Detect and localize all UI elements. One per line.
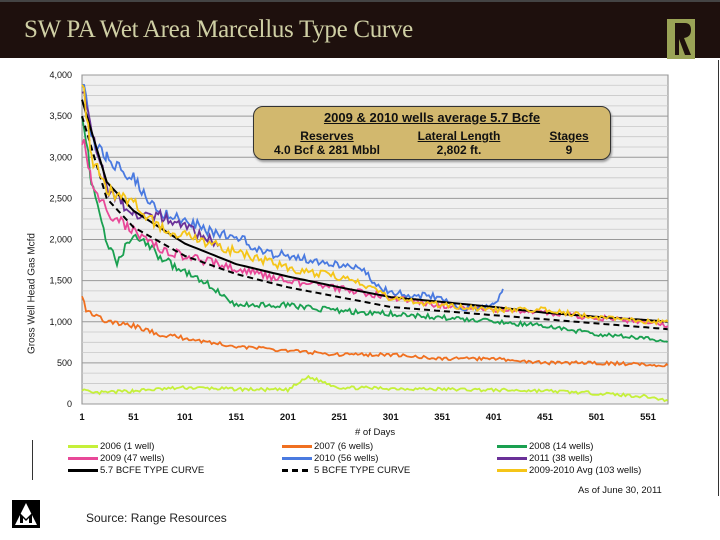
legend-item: 2010 (56 wells) [282,453,378,464]
y-tick-label: 3,500 [49,111,72,121]
legend-item: 2009-2010 Avg (103 wells) [497,465,641,476]
slide-header: SW PA Wet Area Marcellus Type Curve [0,0,720,59]
legend-label: 2007 (6 wells) [314,441,374,452]
callout-value: 9 [565,143,573,157]
x-tick-label: 401 [486,412,503,423]
legend-swatch [497,445,527,448]
legend-label: 2011 (38 wells) [529,453,593,464]
divider [718,60,719,496]
x-tick-label: 101 [177,412,194,423]
as-of-date: As of June 30, 2011 [578,485,662,496]
legend-item: 5 BCFE TYPE CURVE [282,465,410,476]
callout-stages: Stages 9 [539,129,599,157]
legend-label: 2009-2010 Avg (103 wells) [529,465,642,476]
legend-label: 2010 (56 wells) [314,453,379,464]
callout-reserves: Reserves 4.0 Bcf & 281 Mbbl [262,129,392,157]
series-line-5-7-bcfe-type-curve [81,99,668,323]
x-tick-label: 1 [79,412,85,423]
summary-callout: 2009 & 2010 wells average 5.7 Bcfe Reser… [253,106,611,160]
callout-value: 2,802 ft. [436,143,482,157]
legend-item: 2007 (6 wells) [282,441,373,452]
legend-item: 2006 (1 well) [68,441,154,452]
y-tick-label: 2,000 [49,235,72,245]
x-axis-label: # of Days [355,427,396,438]
legend-label: 2009 (47 wells) [100,453,165,464]
series-line-5-bcfe-type-curve [81,115,668,331]
callout-label: Stages [549,129,589,143]
x-tick-label: 151 [228,412,245,423]
series-line-2006-1-well- [81,374,669,403]
y-tick-label: 2,500 [49,193,72,203]
y-tick-label: 3,000 [49,152,72,162]
callout-label: Reserves [300,129,354,143]
y-tick-label: 500 [57,358,72,368]
series-line-2007-6-wells- [81,295,669,368]
legend-swatch [68,445,98,448]
legend-item: 2011 (38 wells) [497,453,593,464]
x-tick-label: 501 [589,412,606,423]
legend-item: 5.7 BCFE TYPE CURVE [68,465,204,476]
slide-title: SW PA Wet Area Marcellus Type Curve [24,16,413,43]
series-line-2011-38-wells- [81,90,221,248]
y-axis-label: Gross Well Head Gas Mcfd [26,233,38,354]
legend-swatch [68,469,98,472]
x-tick-label: 51 [128,412,139,423]
series-line-2010-56-wells- [81,83,504,312]
legend-swatch [497,469,527,472]
callout-heading: 2009 & 2010 wells average 5.7 Bcfe [323,110,541,125]
legend-item: 2008 (14 wells) [497,441,593,452]
callout-value: 4.0 Bcf & 281 Mbbl [273,143,381,157]
range-resources-logo-icon [667,19,695,59]
legend-swatch [282,445,312,448]
x-tick-label: 201 [280,412,297,423]
x-tick-label: 351 [434,412,451,423]
x-tick-label: 451 [537,412,554,423]
legend-label: 2008 (14 wells) [529,441,594,452]
legend-label: 5.7 BCFE TYPE CURVE [100,465,205,476]
legend-swatch [68,457,98,460]
y-tick-label: 1,500 [49,276,72,286]
source-note: Source: Range Resources [86,511,227,525]
y-tick-label: 0 [67,399,72,409]
legend-label: 2006 (1 well) [100,441,155,452]
legend-swatch [282,457,312,460]
legend-swatch [282,469,312,472]
x-tick-label: 251 [331,412,348,423]
y-tick-label: 4,000 [49,70,72,80]
callout-label: Lateral Length [417,129,501,143]
legend-label: 5 BCFE TYPE CURVE [314,465,411,476]
m-logo-icon [12,500,40,528]
divider [32,440,33,480]
x-tick-label: 301 [383,412,400,423]
series-line-2008-14-wells- [81,116,669,343]
series-line-2009-2010-avg-103-wells- [81,84,669,326]
x-tick-label: 551 [640,412,657,423]
legend-swatch [497,457,527,460]
legend-item: 2009 (47 wells) [68,453,164,464]
callout-lateral-length: Lateral Length 2,802 ft. [404,129,514,157]
y-tick-label: 1,000 [49,317,72,327]
